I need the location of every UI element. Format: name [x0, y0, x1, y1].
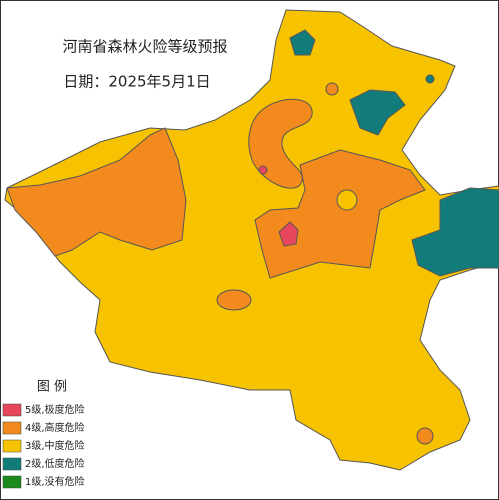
- map-shapes: [4, 9, 499, 471]
- legend-label: 5级,极度危险: [25, 403, 85, 416]
- zone-extreme: [258, 165, 268, 175]
- legend-label: 1级,没有危险: [25, 475, 85, 488]
- legend-swatch: [2, 403, 22, 417]
- legend: 5级,极度危险 4级,高度危险 3级,中度危险 2级,低度危险 1级,没有危险: [2, 403, 85, 489]
- zone-high: [6, 127, 187, 257]
- legend-label: 3级,中度危险: [25, 439, 85, 452]
- legend-swatch: [2, 439, 22, 453]
- zone-high: [216, 289, 252, 311]
- legend-swatch: [2, 475, 22, 489]
- zone-low: [289, 29, 316, 56]
- legend-label: 4级,高度危险: [25, 421, 85, 434]
- legend-swatch: [2, 457, 22, 471]
- title: 河南省森林火险等级预报: [62, 38, 227, 56]
- zone-extreme: [278, 221, 299, 247]
- zone-high: [416, 427, 434, 445]
- zone-mid: [336, 189, 358, 211]
- legend-label: 2级,低度危险: [25, 457, 85, 470]
- legend-title: 图 例: [37, 380, 67, 395]
- zone-low: [425, 74, 435, 84]
- zone-high: [325, 82, 339, 96]
- legend-swatch: [2, 421, 22, 435]
- zone-high: [254, 149, 426, 279]
- zone-low: [411, 187, 499, 277]
- zone-low: [349, 89, 406, 136]
- date: 日期：2025年5月1日: [63, 73, 210, 91]
